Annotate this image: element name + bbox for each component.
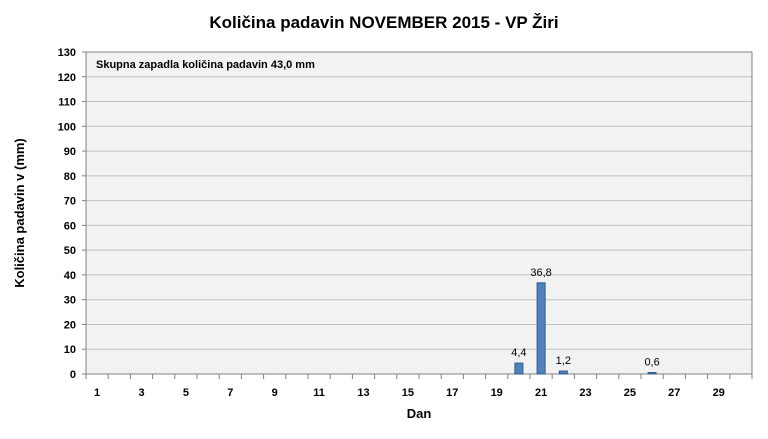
data-label: 0,6 [644,357,659,369]
y-tick-label: 50 [64,245,76,257]
x-tick-label: 19 [491,387,503,399]
y-axis-title: Količina padavin v (mm) [12,138,27,288]
y-tick-label: 120 [58,72,76,84]
x-tick-label: 29 [713,387,725,399]
y-tick-label: 90 [64,146,76,158]
x-tick-label: 9 [272,387,278,399]
data-label: 1,2 [556,355,571,367]
x-tick-label: 13 [357,387,369,399]
y-tick-label: 100 [58,121,76,133]
x-tick-label: 7 [227,387,233,399]
x-tick-label: 25 [624,387,636,399]
x-tick-label: 15 [402,387,414,399]
y-tick-label: 80 [64,171,76,183]
y-tick-label: 0 [70,369,76,381]
y-tick-label: 10 [64,344,76,356]
x-tick-label: 1 [94,387,100,399]
x-tick-label: 27 [668,387,680,399]
y-tick-label: 70 [64,196,76,208]
data-label: 4,4 [511,347,526,359]
x-tick-label: 21 [535,387,547,399]
y-tick-label: 130 [58,47,76,59]
x-tick-label: 23 [579,387,591,399]
chart-title: Količina padavin NOVEMBER 2015 - VP Žiri [209,13,558,32]
y-tick-label: 60 [64,220,76,232]
x-tick-label: 5 [183,387,189,399]
y-tick-label: 110 [58,97,76,109]
x-tick-label: 3 [138,387,144,399]
total-precipitation-annotation: Skupna zapadla količina padavin 43,0 mm [96,59,315,71]
bar-day-26 [647,372,657,375]
x-axis-title: Dan [407,406,432,421]
y-tick-label: 30 [64,295,76,307]
x-tick-label: 17 [446,387,458,399]
bar-day-20 [514,362,524,375]
x-tick-label: 11 [313,387,325,399]
plot-background [86,52,752,374]
y-tick-label: 20 [64,319,76,331]
bar-day-22 [558,370,568,375]
y-tick-label: 40 [64,270,76,282]
bar-day-21 [536,282,546,375]
data-label: 36,8 [530,267,551,279]
